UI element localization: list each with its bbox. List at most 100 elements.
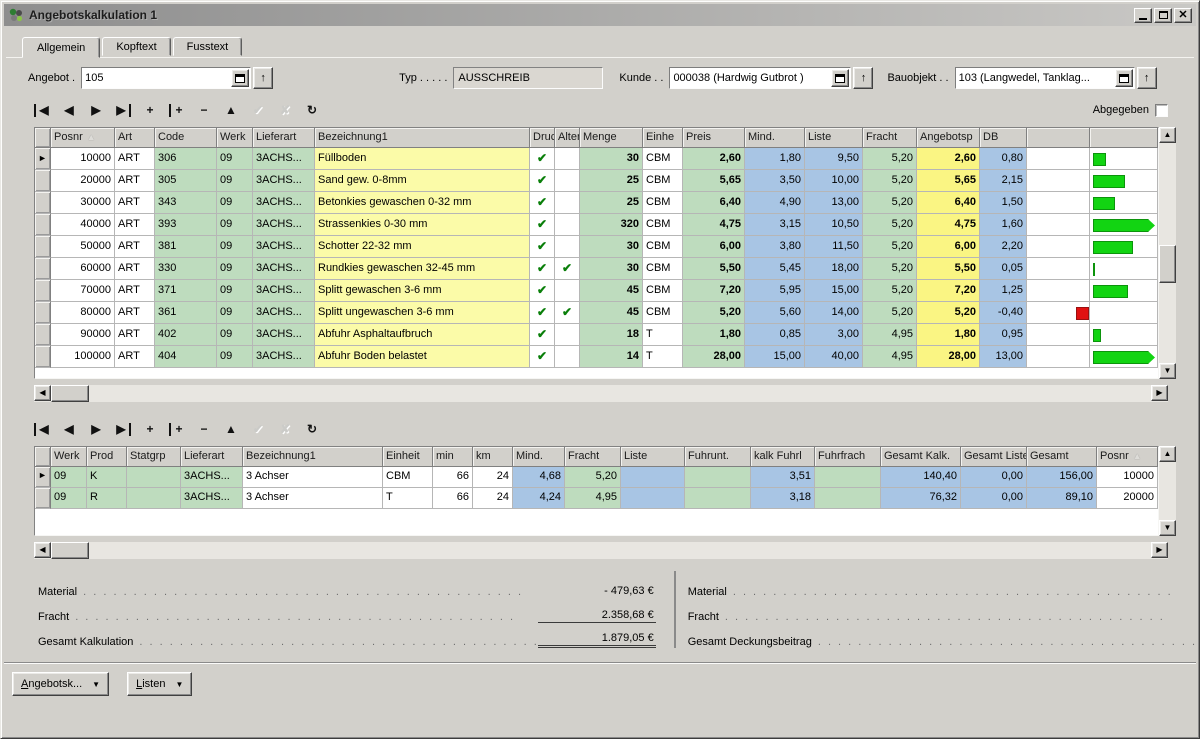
scroll-right-button[interactable]: ▶ bbox=[1151, 542, 1168, 558]
cell-code[interactable]: 404 bbox=[155, 346, 217, 368]
cell-liste[interactable] bbox=[621, 467, 685, 488]
cell-lieferart[interactable]: 3ACHS... bbox=[253, 346, 315, 368]
row-selector-cell[interactable] bbox=[35, 346, 51, 368]
col-header-alter[interactable]: Alter bbox=[555, 128, 580, 148]
col-header-selector[interactable] bbox=[35, 447, 51, 467]
cell-einheit[interactable]: CBM bbox=[643, 214, 683, 236]
cell-einheit[interactable]: CBM bbox=[643, 280, 683, 302]
cell-druck[interactable]: ✔ bbox=[530, 170, 555, 192]
bauobjekt-lookup-button[interactable] bbox=[1114, 69, 1133, 87]
col-header-km[interactable]: km bbox=[473, 447, 513, 467]
col-header-liste[interactable]: Liste bbox=[805, 128, 863, 148]
cell-angebotsp[interactable]: 5,65 bbox=[917, 170, 980, 192]
nav-refresh-button[interactable]: ↻ bbox=[306, 421, 318, 436]
cell-preis[interactable]: 5,20 bbox=[683, 302, 745, 324]
cell-liste[interactable]: 11,50 bbox=[805, 236, 863, 258]
col-header-einheit[interactable]: Einheit bbox=[383, 447, 433, 467]
cell-liste[interactable]: 13,00 bbox=[805, 192, 863, 214]
cell-fracht[interactable]: 4,95 bbox=[863, 346, 917, 368]
cell-liste[interactable]: 10,00 bbox=[805, 170, 863, 192]
col-header-code[interactable]: Code bbox=[155, 128, 217, 148]
cell-blank[interactable] bbox=[1027, 302, 1090, 324]
cell-fracht[interactable]: 5,20 bbox=[863, 280, 917, 302]
cell-gesamtliste[interactable]: 0,00 bbox=[961, 467, 1027, 488]
col-header-angebotsp[interactable]: Angebotsp bbox=[917, 128, 980, 148]
angebotsk-menu-button[interactable]: Angebotsk... ▼ bbox=[12, 672, 110, 696]
nav-post-button[interactable]: ✔ bbox=[252, 421, 264, 436]
cell-gesamt[interactable]: 89,10 bbox=[1027, 488, 1097, 509]
cell-blank[interactable] bbox=[1027, 280, 1090, 302]
cell-blank[interactable] bbox=[1027, 192, 1090, 214]
cell-db[interactable]: 2,15 bbox=[980, 170, 1027, 192]
cell-mind[interactable]: 5,45 bbox=[745, 258, 805, 280]
table-row[interactable]: 80000 ART 361 09 3ACHS... Splitt ungewaschen … bbox=[35, 302, 1158, 324]
cell-fracht[interactable]: 5,20 bbox=[863, 236, 917, 258]
cell-blank[interactable] bbox=[1027, 170, 1090, 192]
scroll-left-button[interactable]: ◀ bbox=[34, 385, 51, 401]
cell-bar[interactable] bbox=[1090, 280, 1158, 302]
cell-lieferart[interactable]: 3ACHS... bbox=[253, 214, 315, 236]
cell-druck[interactable]: ✔ bbox=[530, 280, 555, 302]
bauobjekt-up-button[interactable]: ↑ bbox=[1136, 67, 1157, 89]
cell-statgrp[interactable] bbox=[127, 467, 181, 488]
table-row[interactable]: 20000 ART 305 09 3ACHS... Sand gew. 0-8mm ✔ 25 C… bbox=[35, 170, 1158, 192]
cell-mind[interactable]: 3,50 bbox=[745, 170, 805, 192]
cell-fracht[interactable]: 5,20 bbox=[863, 192, 917, 214]
cell-prod[interactable]: K bbox=[87, 467, 127, 488]
fracht-grid-hscrollbar[interactable]: ◀ ▶ bbox=[34, 542, 1168, 559]
listen-menu-button[interactable]: Listen ▼ bbox=[127, 672, 193, 696]
cell-bezeichnung[interactable]: Betonkies gewaschen 0-32 mm bbox=[315, 192, 530, 214]
cell-lieferart[interactable]: 3ACHS... bbox=[181, 467, 243, 488]
cell-bar[interactable] bbox=[1090, 324, 1158, 346]
cell-menge[interactable]: 45 bbox=[580, 302, 643, 324]
cell-db[interactable]: 0,80 bbox=[980, 148, 1027, 170]
cell-prod[interactable]: R bbox=[87, 488, 127, 509]
cell-werk[interactable]: 09 bbox=[51, 488, 87, 509]
cell-bezeichnung[interactable]: Abfuhr Asphaltaufbruch bbox=[315, 324, 530, 346]
cell-druck[interactable]: ✔ bbox=[530, 258, 555, 280]
cell-alter[interactable] bbox=[555, 170, 580, 192]
cell-angebotsp[interactable]: 1,80 bbox=[917, 324, 980, 346]
cell-db[interactable]: 1,60 bbox=[980, 214, 1027, 236]
cell-angebotsp[interactable]: 5,50 bbox=[917, 258, 980, 280]
row-selector-cell[interactable] bbox=[35, 192, 51, 214]
cell-angebotsp[interactable]: 28,00 bbox=[917, 346, 980, 368]
cell-alter[interactable] bbox=[555, 324, 580, 346]
cell-bezeichnung[interactable]: Sand gew. 0-8mm bbox=[315, 170, 530, 192]
cell-km[interactable]: 24 bbox=[473, 488, 513, 509]
col-header-mind[interactable]: Mind. bbox=[745, 128, 805, 148]
cell-werk[interactable]: 09 bbox=[217, 148, 253, 170]
col-header-fuhrunt[interactable]: Fuhrunt. bbox=[685, 447, 751, 467]
cell-blank[interactable] bbox=[1027, 236, 1090, 258]
cell-liste[interactable]: 40,00 bbox=[805, 346, 863, 368]
cell-art[interactable]: ART bbox=[115, 324, 155, 346]
scroll-thumb[interactable] bbox=[1159, 245, 1176, 283]
cell-db[interactable]: 1,25 bbox=[980, 280, 1027, 302]
col-header-fracht[interactable]: Fracht bbox=[863, 128, 917, 148]
scroll-up-button[interactable]: ▲ bbox=[1159, 446, 1176, 462]
cell-angebotsp[interactable]: 7,20 bbox=[917, 280, 980, 302]
cell-preis[interactable]: 4,75 bbox=[683, 214, 745, 236]
close-button[interactable]: ✕ bbox=[1174, 7, 1192, 23]
positions-grid-vscrollbar[interactable]: ▲ ▼ bbox=[1159, 127, 1176, 379]
cell-bezeichnung[interactable]: Abfuhr Boden belastet bbox=[315, 346, 530, 368]
cell-bezeichnung[interactable]: Splitt gewaschen 3-6 mm bbox=[315, 280, 530, 302]
cell-art[interactable]: ART bbox=[115, 170, 155, 192]
cell-posnr[interactable]: 70000 bbox=[51, 280, 115, 302]
cell-art[interactable]: ART bbox=[115, 148, 155, 170]
cell-fracht[interactable]: 5,20 bbox=[863, 148, 917, 170]
cell-art[interactable]: ART bbox=[115, 214, 155, 236]
cell-einheit[interactable]: CBM bbox=[643, 170, 683, 192]
cell-werk[interactable]: 09 bbox=[217, 258, 253, 280]
cell-druck[interactable]: ✔ bbox=[530, 236, 555, 258]
col-header-kalkfuhr[interactable]: kalk Fuhrl bbox=[751, 447, 815, 467]
cell-code[interactable]: 361 bbox=[155, 302, 217, 324]
bauobjekt-input[interactable] bbox=[955, 72, 1114, 84]
col-header-liste[interactable]: Liste bbox=[621, 447, 685, 467]
cell-lieferart[interactable]: 3ACHS... bbox=[253, 280, 315, 302]
cell-art[interactable]: ART bbox=[115, 258, 155, 280]
cell-blank[interactable] bbox=[1027, 258, 1090, 280]
cell-posnr[interactable]: 90000 bbox=[51, 324, 115, 346]
scroll-track[interactable] bbox=[1159, 462, 1176, 520]
scroll-thumb[interactable] bbox=[51, 542, 89, 559]
